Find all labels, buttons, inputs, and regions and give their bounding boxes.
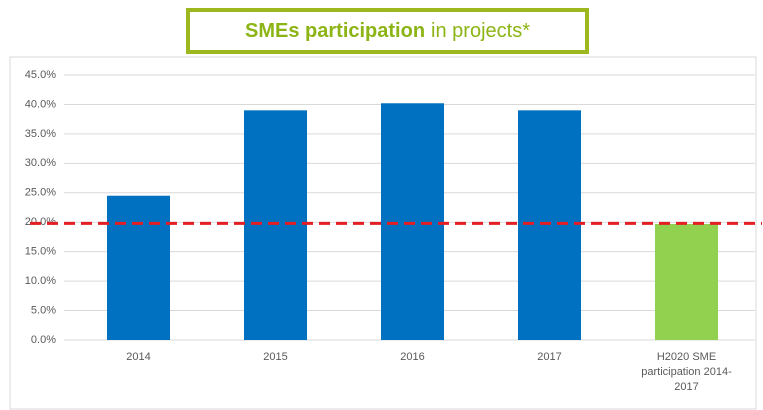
bar bbox=[106, 195, 171, 340]
y-tick-label: 40.0% bbox=[25, 98, 56, 110]
title-rest: in projects* bbox=[431, 19, 530, 42]
x-tick-label: H2020 SME participation 2014-2017 bbox=[641, 351, 732, 393]
bar bbox=[517, 110, 582, 340]
y-tick-label: 10.0% bbox=[25, 275, 56, 287]
chart-border bbox=[9, 56, 757, 410]
bar bbox=[380, 103, 445, 341]
title-bold: SMEs participation bbox=[245, 19, 426, 42]
x-tick-label: 2017 bbox=[537, 351, 562, 363]
y-tick-label: 5.0% bbox=[31, 304, 56, 316]
bar bbox=[243, 110, 308, 340]
x-tick-label: 2016 bbox=[400, 351, 425, 363]
title-box: SMEs participation in projects* bbox=[186, 8, 589, 54]
y-tick-label: 0.0% bbox=[31, 334, 56, 346]
y-tick-label: 25.0% bbox=[25, 187, 56, 199]
y-tick-label: 45.0% bbox=[25, 69, 56, 81]
x-tick-label: 2014 bbox=[126, 351, 151, 363]
bar bbox=[654, 223, 719, 340]
y-tick-label: 35.0% bbox=[25, 128, 56, 140]
x-tick-label: 2015 bbox=[263, 351, 288, 363]
y-tick-label: 15.0% bbox=[25, 246, 56, 258]
y-tick-label: 30.0% bbox=[25, 157, 56, 169]
